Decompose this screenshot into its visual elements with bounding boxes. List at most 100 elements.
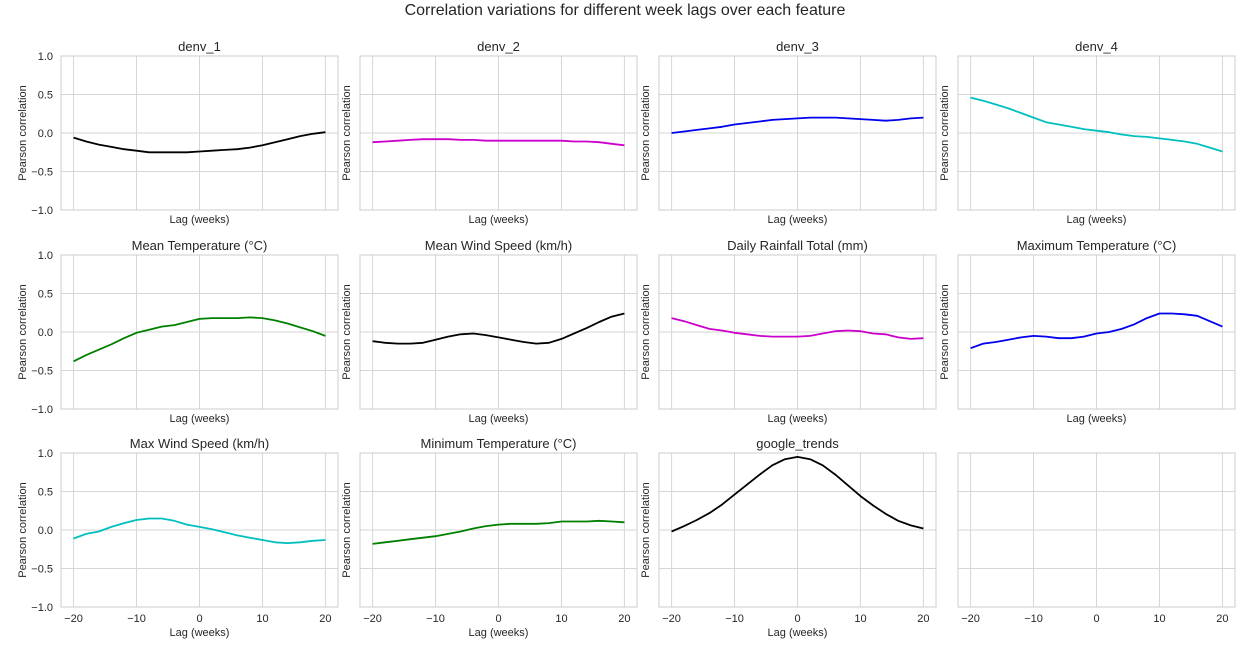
series-line — [372, 138, 625, 147]
y-axis-label: Pearson correlation — [17, 284, 29, 379]
y-tick-label: 0.0 — [38, 128, 53, 140]
plot-frame — [957, 452, 1236, 608]
subplot-5: Mean Temperature (°C) −1.0 −0.5 0.0 0.5 1.0 Pe… — [17, 238, 339, 425]
y-tick-label: 0.5 — [38, 487, 53, 499]
y-tick-label: 1.0 — [38, 250, 53, 262]
subplot-9: Max Wind Speed (km/h) −1.0 −0.5 0.0 0.5 1.0 Pe… — [17, 436, 339, 639]
x-axis-label: Lag (weeks) — [1067, 413, 1127, 425]
x-axis-label: Lag (weeks) — [170, 214, 230, 226]
x-axis-label: Lag (weeks) — [469, 214, 529, 226]
figure-title: Correlation variations for different wee… — [404, 2, 846, 19]
series-line — [372, 312, 625, 345]
plot-frame — [359, 254, 638, 410]
plot-frame — [957, 254, 1236, 410]
x-tick-label: 0 — [196, 613, 202, 625]
y-tick-label: −1.0 — [31, 602, 53, 614]
subplot-2: denv_2 Pearson correlation Lag (weeks) — [341, 39, 638, 226]
plot-frame — [658, 254, 937, 410]
x-tick-label: 20 — [319, 613, 331, 625]
y-tick-label: 0.0 — [38, 327, 53, 339]
x-tick-label: −10 — [1024, 613, 1043, 625]
x-tick-label: 20 — [917, 613, 929, 625]
x-tick-label: 0 — [794, 613, 800, 625]
y-axis-label: Pearson correlation — [640, 284, 652, 379]
subplot-10: Minimum Temperature (°C) Pearson correlat… — [341, 436, 638, 639]
plot-frame — [359, 452, 638, 608]
plot-frame — [60, 452, 339, 608]
series-line — [73, 517, 326, 544]
subplot-title: Minimum Temperature (°C) — [421, 436, 577, 451]
x-axis-label: Lag (weeks) — [768, 214, 828, 226]
series-line — [970, 312, 1223, 350]
x-tick-label: 20 — [618, 613, 630, 625]
x-tick-label: −20 — [961, 613, 980, 625]
x-axis-label: Lag (weeks) — [469, 413, 529, 425]
y-axis-label: Pearson correlation — [341, 85, 353, 180]
y-axis-label: Pearson correlation — [17, 85, 29, 180]
subplot-title: denv_4 — [1075, 39, 1118, 54]
x-tick-label: −10 — [127, 613, 146, 625]
y-tick-label: −1.0 — [31, 205, 53, 217]
y-axis-label: Pearson correlation — [341, 284, 353, 379]
x-axis-label: Lag (weeks) — [1067, 214, 1127, 226]
subplot-8: Maximum Temperature (°C) Pearson correlat… — [939, 238, 1236, 425]
x-axis-label: Lag (weeks) — [170, 627, 230, 639]
subplot-title: denv_1 — [178, 39, 221, 54]
series-line — [671, 317, 924, 340]
series-line — [671, 455, 924, 533]
y-tick-label: −1.0 — [31, 404, 53, 416]
plot-frame — [658, 452, 937, 608]
plot-frame — [60, 55, 339, 211]
x-tick-label: 10 — [555, 613, 567, 625]
y-axis-label: Pearson correlation — [939, 284, 951, 379]
series-line — [73, 131, 326, 154]
y-tick-label: 1.0 — [38, 51, 53, 63]
y-axis-label: Pearson correlation — [939, 85, 951, 180]
x-tick-label: 10 — [1153, 613, 1165, 625]
x-tick-label: −20 — [64, 613, 83, 625]
x-tick-label: −10 — [426, 613, 445, 625]
x-axis-label: Lag (weeks) — [170, 413, 230, 425]
series-line — [970, 96, 1223, 153]
subplot-title: Max Wind Speed (km/h) — [130, 436, 269, 451]
subplot-title: Mean Temperature (°C) — [132, 238, 268, 253]
y-axis-label: Pearson correlation — [341, 482, 353, 577]
subplot-4: denv_4 Pearson correlation Lag (weeks) — [939, 39, 1236, 226]
x-tick-label: 10 — [854, 613, 866, 625]
subplot-title: denv_3 — [776, 39, 819, 54]
subplot-title: google_trends — [756, 436, 839, 451]
x-axis-label: Lag (weeks) — [768, 627, 828, 639]
plot-frame — [957, 55, 1236, 211]
y-axis-label: Pearson correlation — [640, 482, 652, 577]
subplot-12: −20 −10 0 10 20 — [957, 452, 1236, 625]
subplot-1: denv_1 −1.0 −0.5 0.0 0.5 1.0 Pearson correlati… — [17, 39, 339, 226]
y-tick-label: 0.5 — [38, 90, 53, 102]
subplot-title: denv_2 — [477, 39, 520, 54]
subplot-7: Daily Rainfall Total (mm) Pearson correla… — [640, 238, 937, 425]
x-axis-label: Lag (weeks) — [469, 627, 529, 639]
subplot-3: denv_3 Pearson correlation Lag (weeks) — [640, 39, 937, 226]
y-tick-label: −0.5 — [31, 564, 53, 576]
y-tick-label: −0.5 — [31, 167, 53, 179]
y-tick-label: 0.5 — [38, 289, 53, 301]
x-tick-label: 0 — [1093, 613, 1099, 625]
plot-frame — [60, 254, 339, 410]
plot-frame — [359, 55, 638, 211]
x-tick-label: −20 — [363, 613, 382, 625]
subplot-11: google_trends Pearson correlation −20 −10 0 1… — [640, 436, 937, 639]
subplot-title: Mean Wind Speed (km/h) — [425, 238, 572, 253]
y-tick-label: 1.0 — [38, 448, 53, 460]
y-axis-label: Pearson correlation — [640, 85, 652, 180]
x-tick-label: 10 — [256, 613, 268, 625]
x-tick-label: −10 — [725, 613, 744, 625]
y-tick-label: 0.0 — [38, 525, 53, 537]
subplot-title: Maximum Temperature (°C) — [1017, 238, 1177, 253]
series-line — [671, 116, 924, 134]
x-tick-label: 0 — [495, 613, 501, 625]
subplot-6: Mean Wind Speed (km/h) Pearson correlatio… — [341, 238, 638, 425]
y-tick-label: −0.5 — [31, 366, 53, 378]
x-axis-label: Lag (weeks) — [768, 413, 828, 425]
series-line — [73, 316, 326, 363]
plot-frame — [658, 55, 937, 211]
